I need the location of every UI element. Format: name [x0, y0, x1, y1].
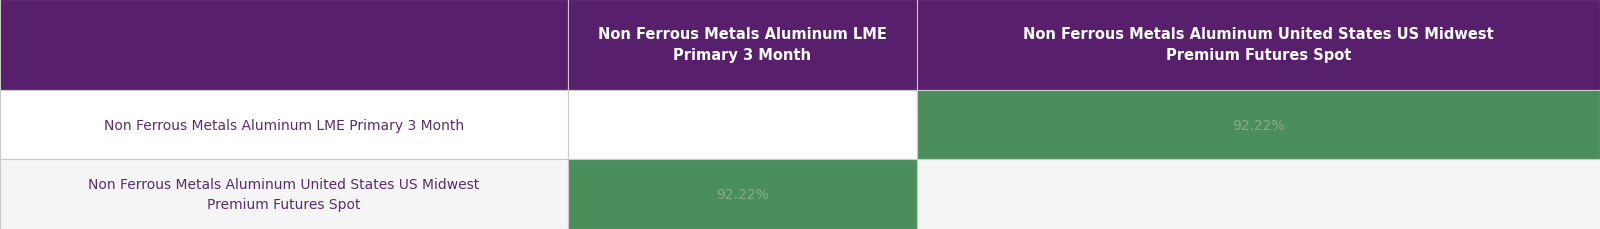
Bar	[0, 160, 568, 229]
Bar	[917, 160, 1600, 229]
Bar	[0, 0, 568, 90]
Text: Non Ferrous Metals Aluminum United States US Midwest
Premium Futures Spot: Non Ferrous Metals Aluminum United State…	[1022, 27, 1494, 63]
Text: 92.22%: 92.22%	[1232, 118, 1285, 132]
Bar	[568, 160, 917, 229]
Bar	[917, 0, 1600, 90]
Text: Non Ferrous Metals Aluminum United States US Midwest
Premium Futures Spot: Non Ferrous Metals Aluminum United State…	[88, 178, 480, 211]
Bar	[917, 90, 1600, 160]
Text: 92.22%: 92.22%	[717, 187, 768, 201]
Bar	[568, 0, 917, 90]
Text: Non Ferrous Metals Aluminum LME Primary 3 Month: Non Ferrous Metals Aluminum LME Primary …	[104, 118, 464, 132]
Text: Non Ferrous Metals Aluminum LME
Primary 3 Month: Non Ferrous Metals Aluminum LME Primary …	[598, 27, 886, 63]
Bar	[0, 90, 568, 160]
Bar	[568, 90, 917, 160]
